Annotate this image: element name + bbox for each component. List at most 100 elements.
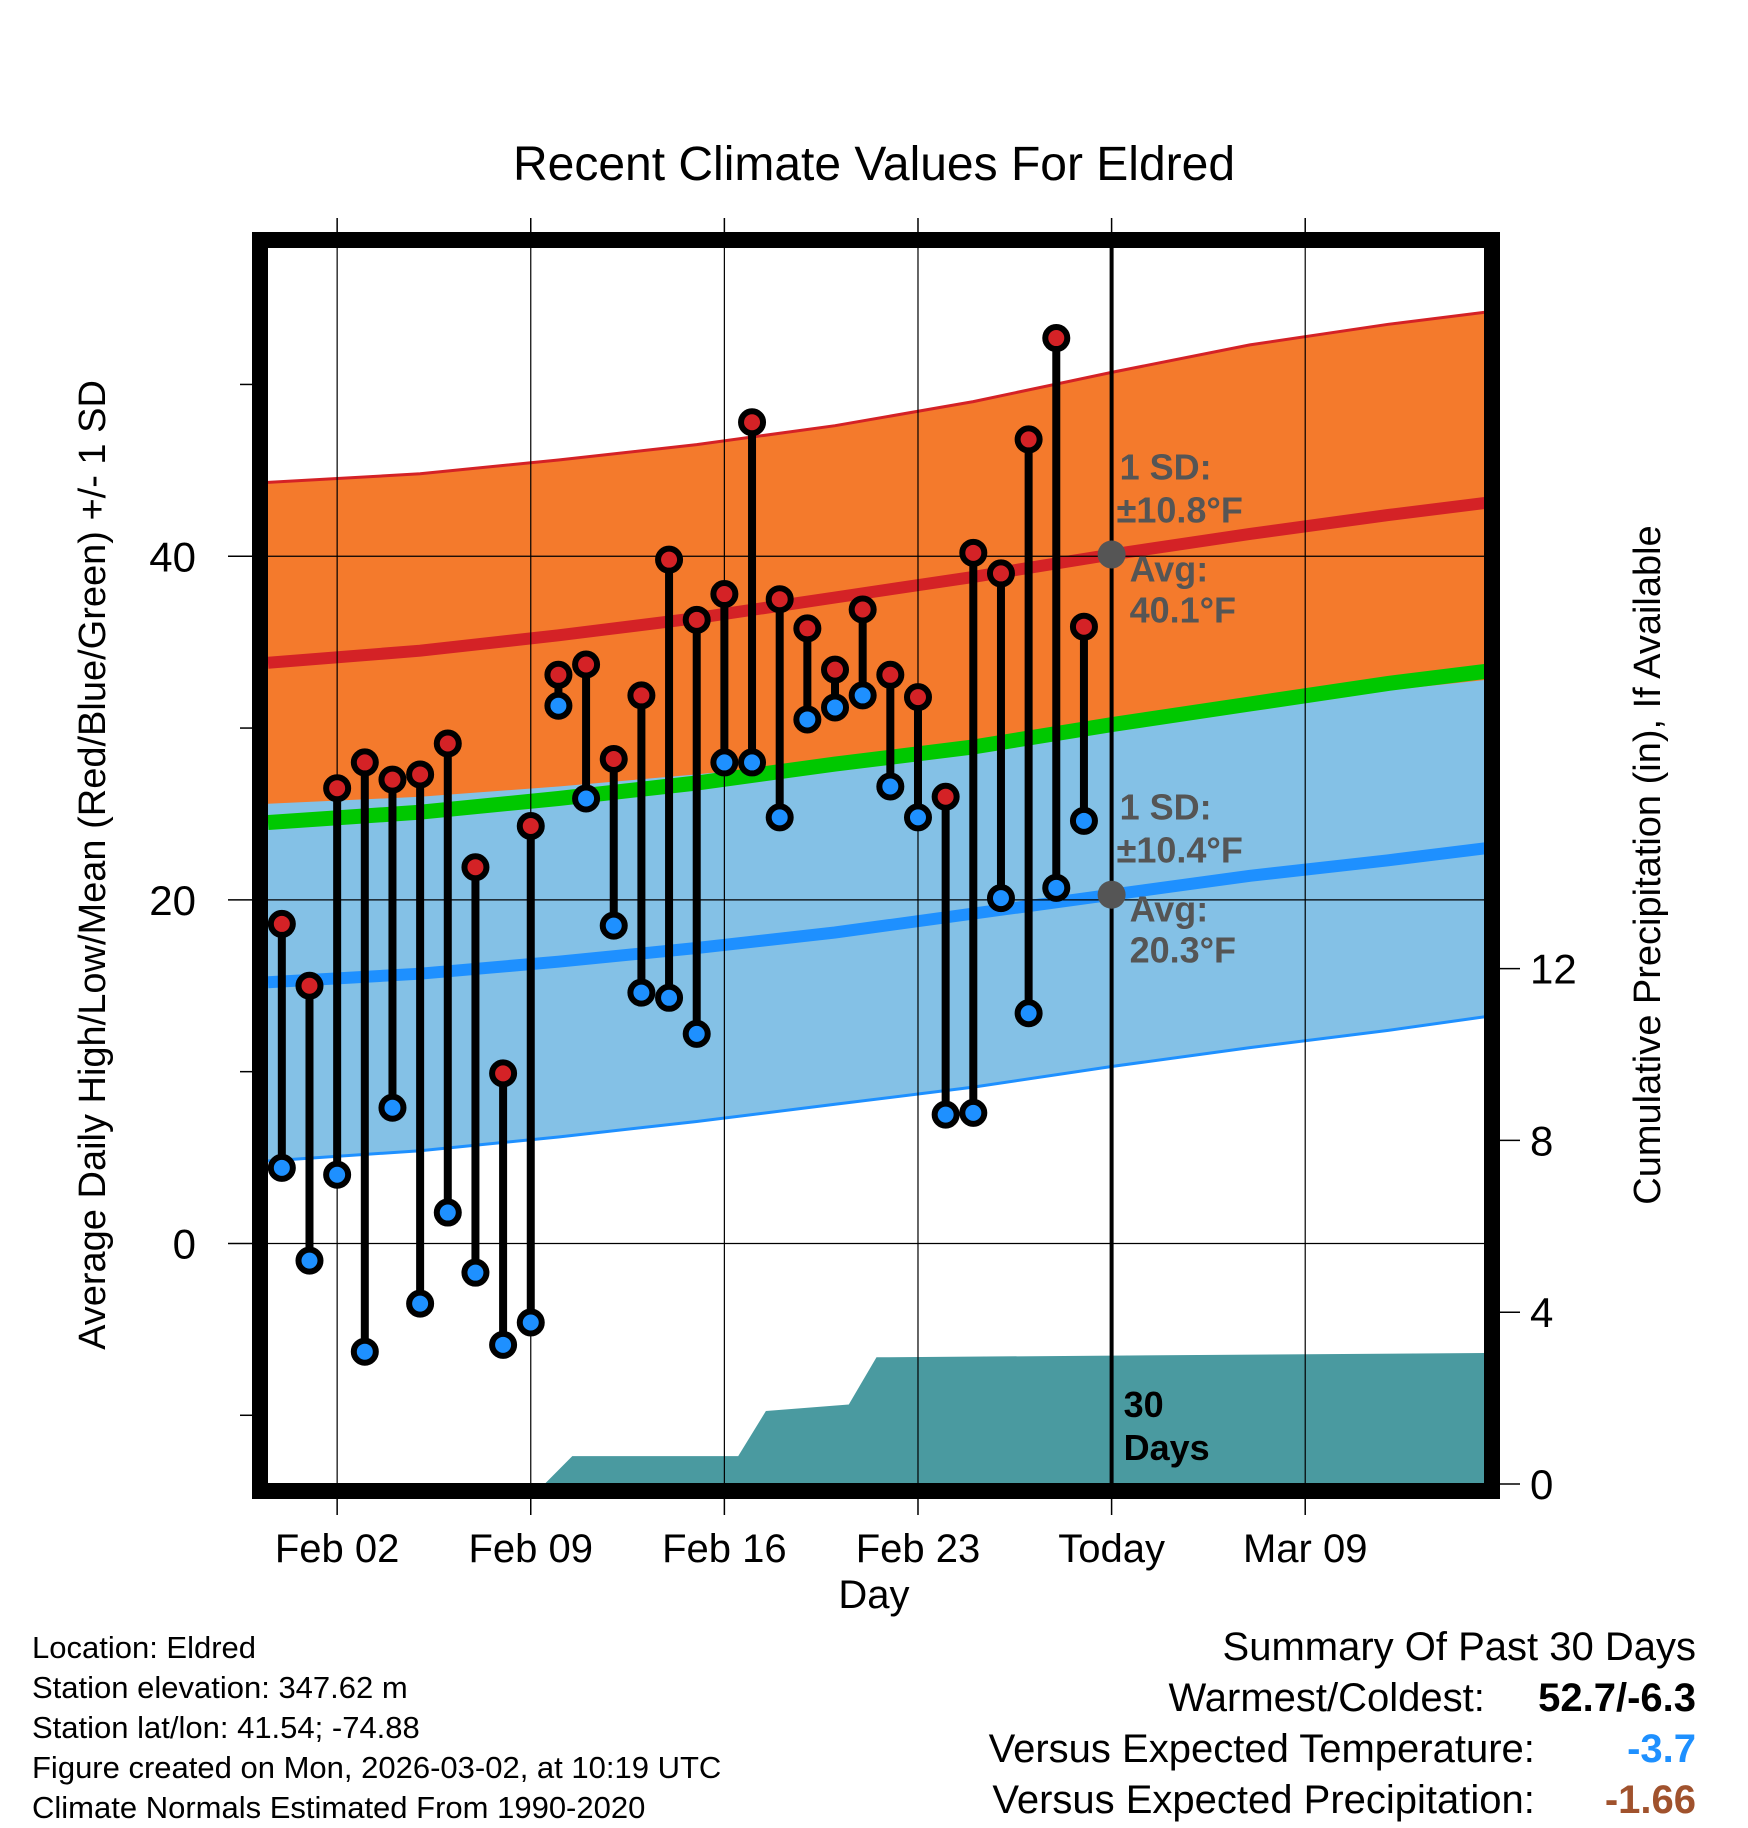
x-tick-label: Feb 23 [856, 1527, 981, 1571]
station-location: Location: Eldred [32, 1630, 257, 1665]
days-count-number: 30 [1124, 1384, 1164, 1425]
y-right-tick-label: 12 [1530, 946, 1577, 993]
obs-high-point [959, 538, 988, 567]
obs-low-point [959, 1098, 988, 1127]
obs-low-point [903, 803, 932, 832]
obs-high-point [295, 971, 324, 1000]
summary-panel: Summary Of Past 30 Days Warmest/Coldest:… [989, 1622, 1696, 1826]
obs-high-point [986, 559, 1015, 588]
obs-high-point [461, 853, 490, 882]
obs-low-point [627, 978, 656, 1007]
normals-period: Climate Normals Estimated From 1990-2020 [32, 1790, 646, 1825]
precip-cumulative-area [268, 1353, 1485, 1484]
obs-low-point [433, 1198, 462, 1227]
obs-low-point [821, 693, 850, 722]
obs-high-point [350, 748, 379, 777]
obs-high-point [323, 774, 352, 803]
low-avg-marker [1097, 880, 1126, 909]
obs-high-point [876, 660, 905, 689]
precip-departure-value: -1.66 [1604, 1778, 1696, 1822]
days-count-word: Days [1124, 1427, 1210, 1468]
obs-high-point [489, 1059, 518, 1088]
low-avg-title: Avg: [1130, 889, 1209, 930]
gridlines [268, 247, 1485, 1484]
normal-bands [268, 310, 1485, 1163]
precip-departure-label: Versus Expected Precipitation: [992, 1778, 1535, 1822]
obs-low-point [489, 1330, 518, 1359]
obs-low-point [295, 1246, 324, 1275]
y-right-tick-label: 8 [1530, 1117, 1553, 1164]
obs-low-point [848, 681, 877, 710]
obs-high-point [267, 909, 296, 938]
temp-departure-value: -3.7 [1627, 1727, 1696, 1771]
x-tick-label: Feb 09 [468, 1527, 593, 1571]
climate-chart: Recent Climate Values For Eldred 1 SD:±1… [72, 138, 1669, 1617]
obs-high-point [1069, 612, 1098, 641]
obs-high-point [903, 683, 932, 712]
chart-title: Recent Climate Values For Eldred [513, 138, 1235, 191]
obs-low-point [323, 1160, 352, 1189]
obs-high-point [516, 811, 545, 840]
high-sd-upper-line [268, 310, 1485, 484]
x-tick-label: Feb 02 [275, 1527, 400, 1571]
high-avg-value: 40.1°F [1130, 590, 1236, 631]
summary-precip: Versus Expected Precipitation: -1.66 [989, 1775, 1696, 1826]
y-tick-label: 0 [173, 1220, 196, 1267]
obs-low-point [544, 691, 573, 720]
obs-low-point [710, 748, 739, 777]
obs-low-point [378, 1093, 407, 1122]
obs-low-point [765, 803, 794, 832]
obs-high-point [572, 650, 601, 679]
obs-low-point [793, 705, 822, 734]
y-axis-label: Average Daily High/Low/Mean (Red/Blue/Gr… [72, 380, 114, 1350]
precip-area [268, 1353, 1485, 1484]
obs-high-point [710, 580, 739, 609]
obs-low-point [931, 1100, 960, 1129]
low-avg-value: 20.3°F [1130, 930, 1236, 971]
temp-departure-label: Versus Expected Temperature: [988, 1727, 1535, 1771]
low-sd-title: 1 SD: [1120, 787, 1212, 828]
high-avg-line [268, 497, 1485, 669]
obs-high-point [765, 585, 794, 614]
obs-high-point [544, 660, 573, 689]
obs-high-point [1014, 425, 1043, 454]
mean-avg-line [268, 663, 1485, 830]
x-tick-label: Feb 16 [662, 1527, 787, 1571]
obs-low-point [406, 1289, 435, 1318]
y-tick-label: 40 [149, 533, 196, 580]
x-axis-label: Day [838, 1573, 909, 1617]
obs-high-point [793, 614, 822, 643]
station-info: Location: Eldred Station elevation: 347.… [32, 1628, 721, 1828]
obs-low-point [350, 1337, 379, 1366]
summary-warm-cold: Warmest/Coldest: 52.7/-6.3 [989, 1673, 1697, 1724]
y-right-axis-label: Cumulative Precipitation (in), If Availa… [1627, 525, 1669, 1204]
obs-low-point [986, 884, 1015, 913]
y-right-tick-label: 4 [1530, 1289, 1553, 1336]
high-avg-title: Avg: [1130, 549, 1209, 590]
summary-title: Summary Of Past 30 Days [1222, 1625, 1696, 1669]
obs-low-point [516, 1308, 545, 1337]
axes: 0 20 40 0 4 8 12 Feb 02 Feb 09 Feb 16 Feb 23 Today M… [149, 218, 1577, 1571]
obs-low-point [572, 784, 601, 813]
observations [267, 324, 1098, 1366]
obs-low-point [461, 1258, 490, 1287]
station-latlon: Station lat/lon: 41.54; -74.88 [32, 1710, 420, 1745]
warm-cold-value: 52.7/-6.3 [1538, 1676, 1696, 1720]
obs-low-point [267, 1153, 296, 1182]
obs-high-point [433, 729, 462, 758]
obs-low-point [682, 1019, 711, 1048]
obs-low-point [1042, 873, 1071, 902]
obs-low-point [1014, 999, 1043, 1028]
obs-low-point [599, 911, 628, 940]
high-sd-value: ±10.8°F [1117, 490, 1243, 531]
figure-created: Figure created on Mon, 2026-03-02, at 10… [32, 1750, 722, 1785]
obs-high-point [406, 760, 435, 789]
obs-high-point [1042, 324, 1071, 353]
obs-high-point [599, 744, 628, 773]
obs-low-point [655, 983, 684, 1012]
low-sd-value: ±10.4°F [1117, 830, 1243, 871]
obs-high-point [931, 782, 960, 811]
y-tick-label: 20 [149, 877, 196, 924]
high-sd-title: 1 SD: [1120, 447, 1212, 488]
